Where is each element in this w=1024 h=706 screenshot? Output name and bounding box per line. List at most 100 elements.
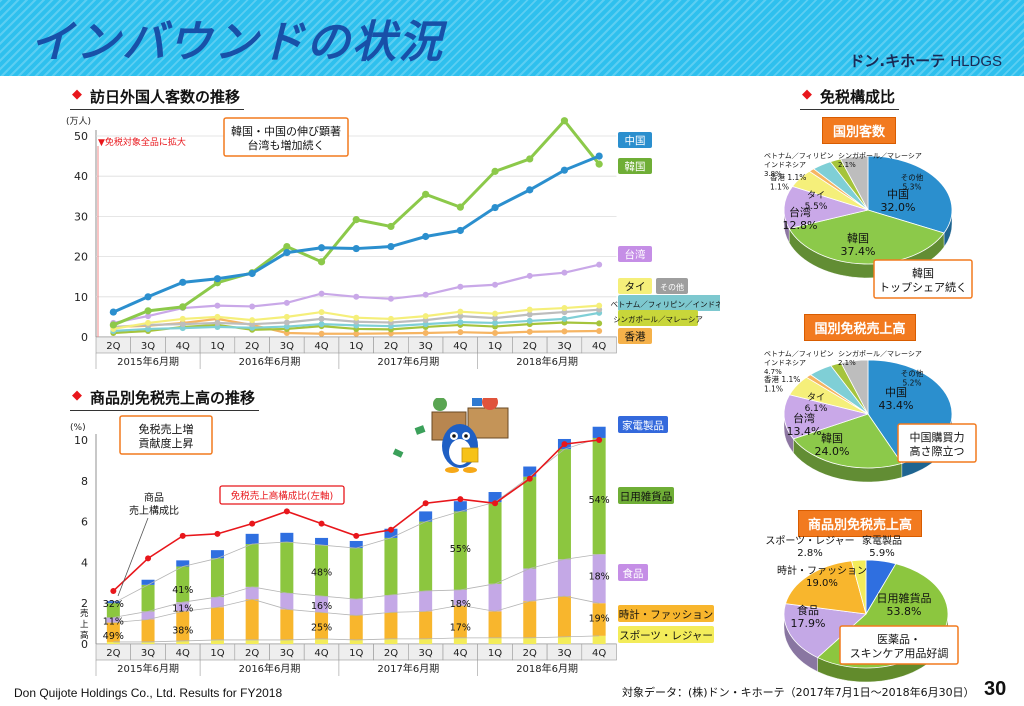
y-tick-label: 0 <box>81 331 88 344</box>
bar-segment-food <box>176 602 190 612</box>
mascot-foot <box>463 467 477 473</box>
left-axis-label: 高 <box>80 630 89 641</box>
pie-callout-text: 高さ際立つ <box>910 444 965 458</box>
bar-segment-daily <box>453 511 467 590</box>
share-label: 38% <box>172 626 193 637</box>
pie-label-sg: シンガポール／マレーシア <box>838 151 922 160</box>
ratio-point <box>526 475 533 482</box>
bar-segment-watch <box>315 612 329 639</box>
page-title: インバウンドの状況 <box>30 17 444 68</box>
bar-segment-elec <box>315 537 329 546</box>
bar-segment-daily <box>523 476 537 569</box>
series-point-other <box>318 315 325 322</box>
series-point-korea <box>456 203 464 211</box>
share-label: 49% <box>103 631 124 642</box>
pie-callout-text: 韓国 <box>912 267 934 280</box>
bar-segment-food <box>384 595 398 613</box>
legend-label-taiwan: 台湾 <box>625 248 646 261</box>
series-point-thai <box>561 305 568 312</box>
pie-label-korea: 24.0% <box>815 445 850 458</box>
y-tick-label: 6 <box>81 516 88 529</box>
pie-label-thai: 6.1% <box>805 404 828 414</box>
x-tick-label: 4Q <box>176 648 190 659</box>
pie-label-elec: 5.9% <box>869 548 894 559</box>
ratio-point <box>387 526 394 533</box>
series-point-taiwan <box>353 293 360 300</box>
pie-label-korea: 37.4% <box>841 245 876 258</box>
bar-segment-daily <box>419 521 433 591</box>
x-tick-label: 1Q <box>210 341 224 352</box>
y-tick-label: 20 <box>74 251 88 264</box>
section-visitors-title: ◆ 訪日外国人客数の推移 <box>70 86 245 110</box>
pie-label-china: 32.0% <box>881 201 916 214</box>
x-tick-label: 2Q <box>523 341 537 352</box>
brand-sub: HLDGS <box>950 53 1002 70</box>
share-label: 48% <box>311 568 332 579</box>
footer-note: 対象データ：(株)ドン・キホーテ（2017年7月1日～2018年6月30日） <box>622 686 975 699</box>
x-tick-label: 3Q <box>419 341 433 352</box>
x-tick-label: 3Q <box>557 648 571 659</box>
share-label: 55% <box>450 544 471 555</box>
mascot-flying-item <box>414 425 426 435</box>
bar-segment-watch <box>210 607 224 640</box>
pie-callout-box <box>873 259 973 299</box>
bar-segment-food <box>245 586 259 600</box>
x-tick-label: 2Q <box>106 648 120 659</box>
ratio-point <box>318 520 325 527</box>
bar-segment-elec <box>349 540 363 549</box>
bar-segment-daily <box>245 544 259 587</box>
ratio-point <box>457 496 464 503</box>
bar-segment-food <box>453 589 467 606</box>
series-point-other <box>492 315 499 322</box>
legend-box-other <box>656 278 688 294</box>
products-bar-chart: 0 2 4 6 8 10(%) 2Q 3Q 4Q 1Q 2Q 3Q 4Q 1Q 2Q 3Q 4Q 1Q 2Q 3Q 4Q… <box>70 398 714 676</box>
series-point-taiwan <box>561 269 568 276</box>
bar-segment-elec <box>280 532 294 542</box>
series-point-thai <box>145 319 152 326</box>
share-label: 32% <box>103 599 124 610</box>
legend-label-hk: 香港 <box>625 331 646 343</box>
visitors-title-text: 訪日外国人客数の推移 <box>90 88 241 106</box>
bar-segment-watch <box>557 596 571 637</box>
bar-segment-sports <box>280 639 294 644</box>
visitors-callout-box <box>223 117 349 157</box>
x-tick-label: 1Q <box>488 341 502 352</box>
legend-box-elec <box>618 416 668 433</box>
pie-label-hk: 1.1% <box>764 385 783 394</box>
legend-label-food: 食品 <box>623 567 644 580</box>
series-point-hk <box>526 328 533 335</box>
pie-slice-taiwan <box>783 185 870 230</box>
x-tick-label: 4Q <box>314 648 328 659</box>
share-label: 18% <box>450 599 471 610</box>
section-products-title: ◆ 商品別免税売上高の推移 <box>70 387 260 411</box>
pie-label-other: 5.2% <box>902 379 921 388</box>
ratio-point <box>145 555 152 562</box>
stack-connector <box>113 553 600 618</box>
x-tick-label: 4Q <box>592 648 606 659</box>
series-point-korea <box>317 258 326 266</box>
ratio-point <box>249 520 256 527</box>
series-point-china <box>422 232 430 241</box>
share-label: 54% <box>589 495 610 506</box>
sales-callout-box <box>119 415 213 455</box>
mascot-box <box>467 407 509 439</box>
legend-label-elec: 家電製品 <box>622 419 664 432</box>
series-point-korea <box>109 321 117 329</box>
left-axis-label: 売 <box>80 608 89 619</box>
series-point-hk <box>318 330 325 337</box>
bar-segment-daily <box>315 545 329 597</box>
series-point-sg <box>596 320 603 327</box>
bar-segment-food <box>315 596 329 613</box>
x-tick-label: 3Q <box>280 648 294 659</box>
series-point-taiwan <box>145 313 152 320</box>
pie-slice-food <box>783 603 867 659</box>
x-tick-label: 1Q <box>488 648 502 659</box>
series-point-taiwan <box>387 295 394 302</box>
sales-callout-text: 免税売上増 <box>139 422 194 436</box>
pie-slice-other <box>840 359 869 415</box>
group-label: 2017年6月期 <box>377 355 439 368</box>
pie-label-sea: インドネシア <box>764 359 806 367</box>
visitors-callout-text: 韓国・中国の伸び顕著 <box>231 124 341 138</box>
share-label: 41% <box>172 585 193 596</box>
